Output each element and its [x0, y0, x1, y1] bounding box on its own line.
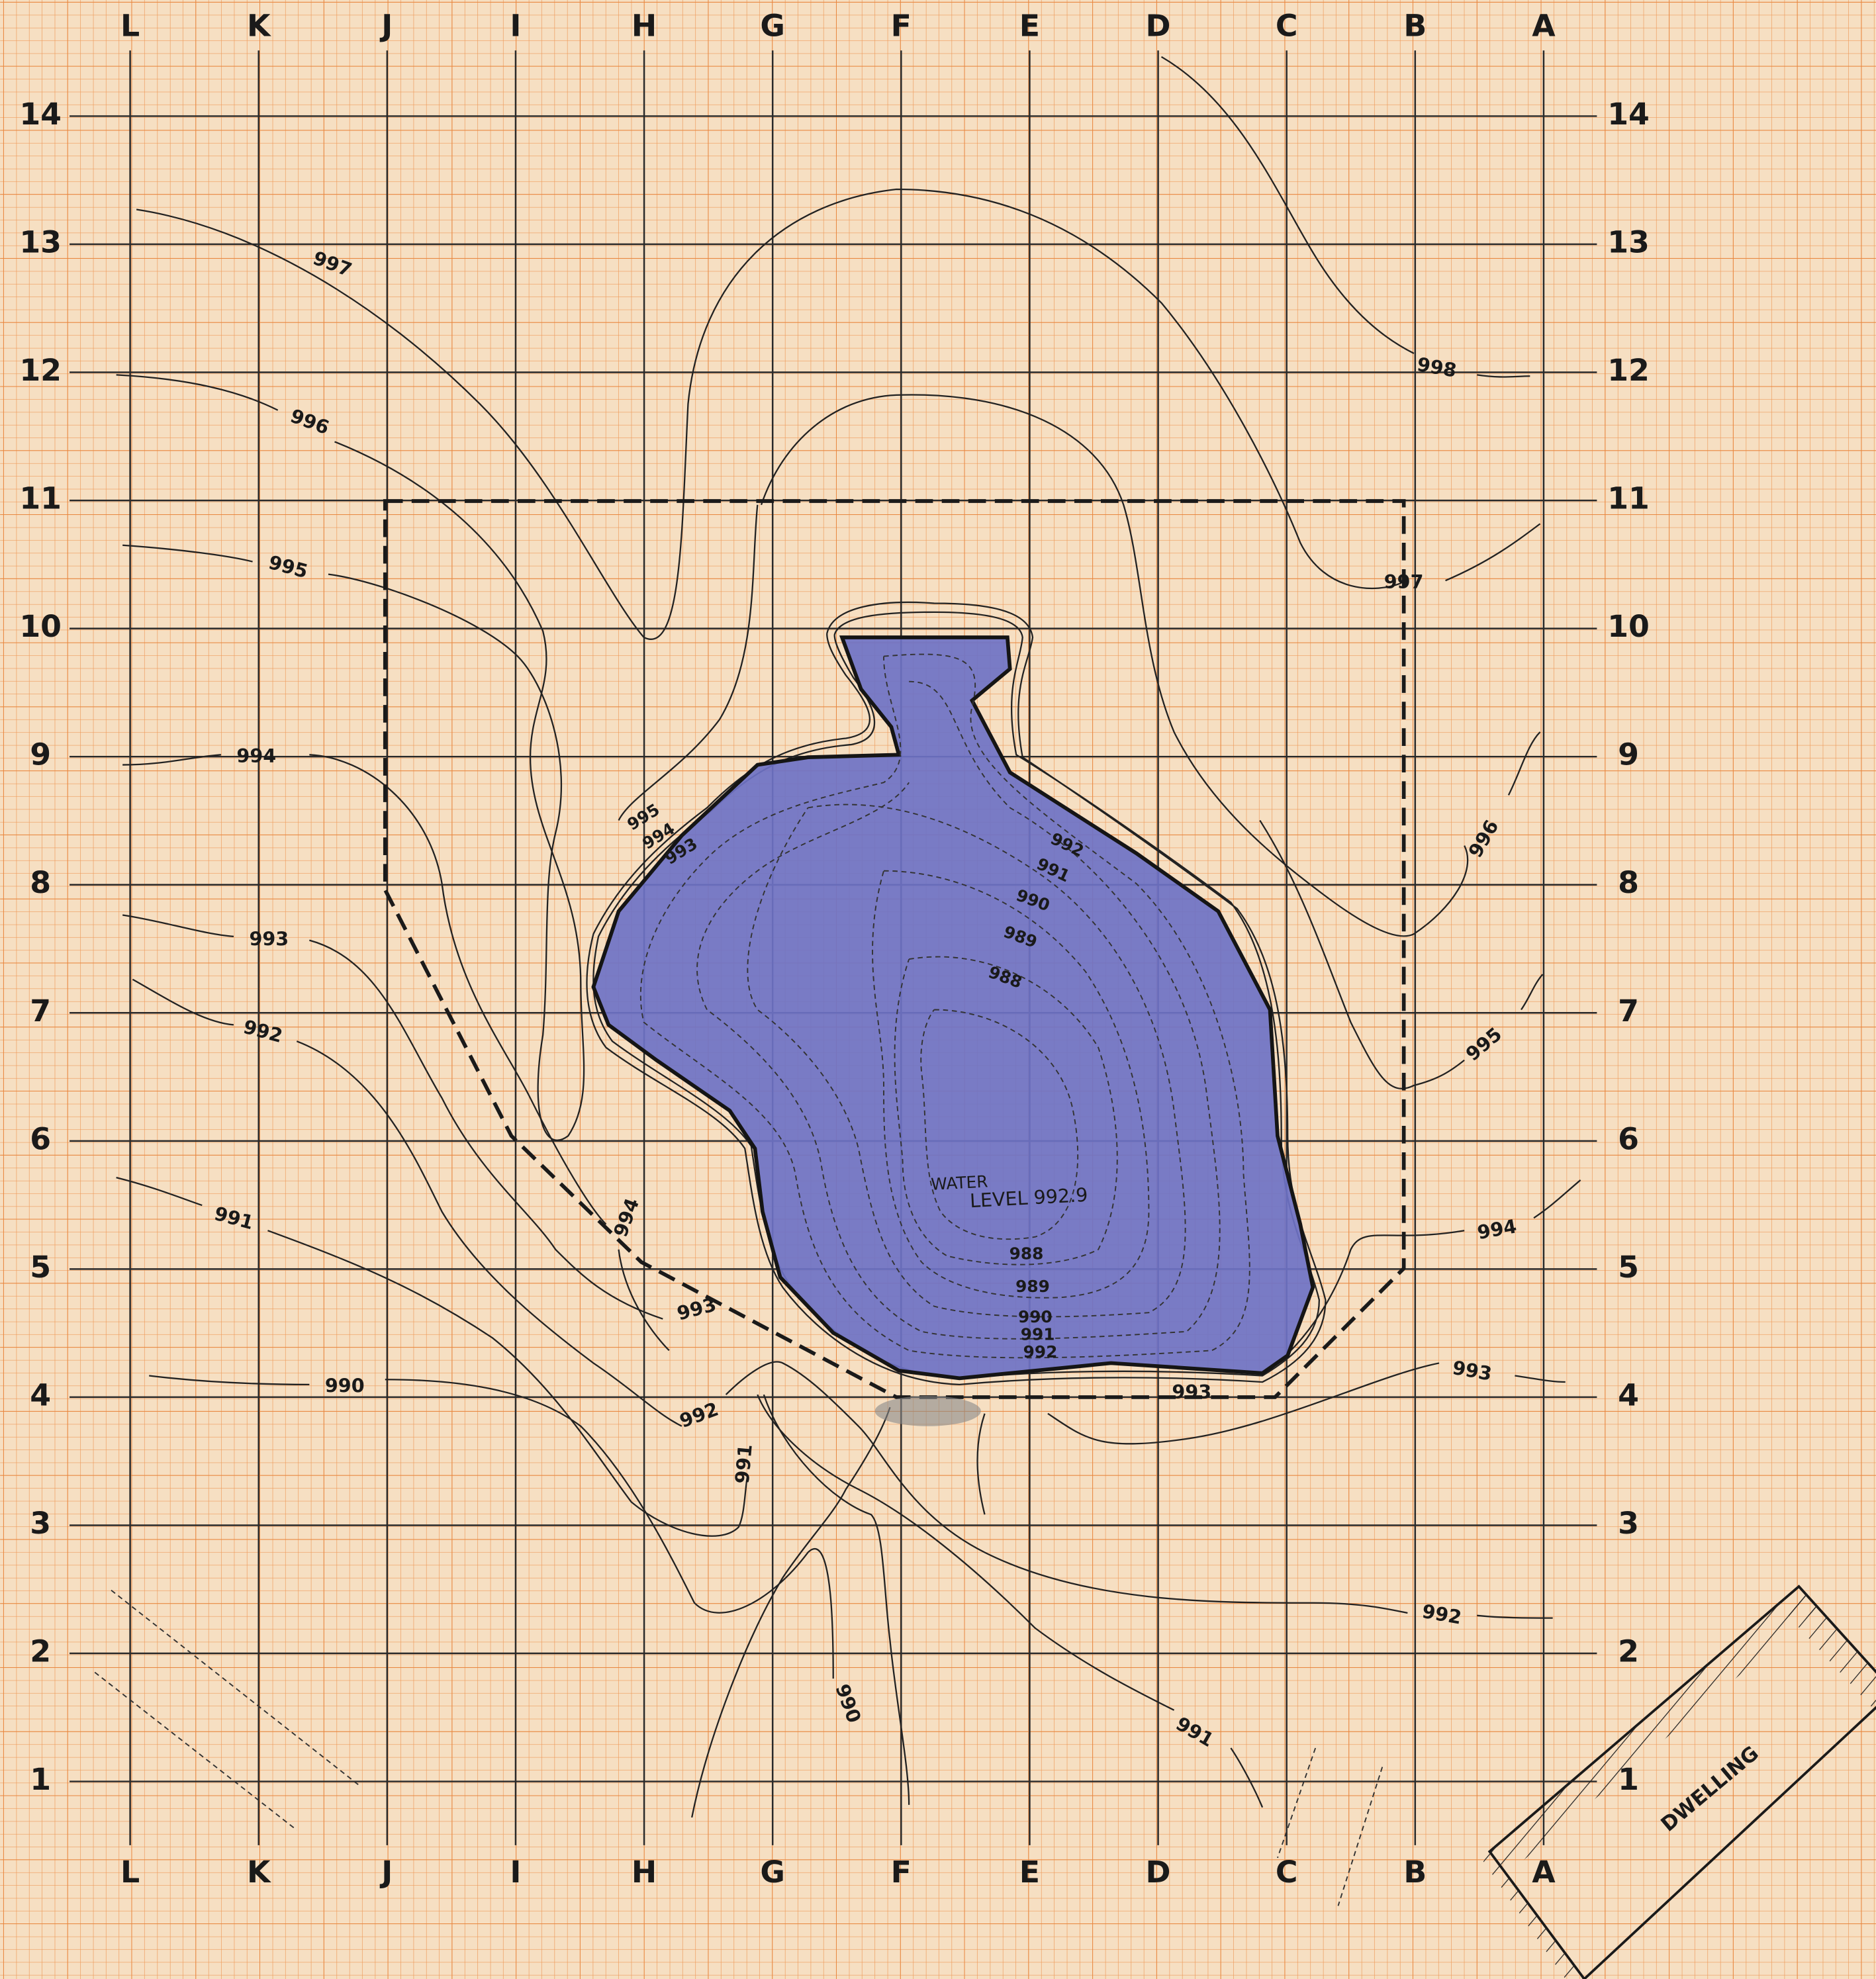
row-label: 1 [30, 1762, 51, 1797]
column-label: A [1532, 1855, 1556, 1890]
road-dashes [94, 1589, 1384, 1906]
row-label: 4 [1618, 1377, 1639, 1412]
row-label: 9 [1618, 737, 1639, 772]
column-label: H [632, 8, 657, 43]
column-label: L [120, 1855, 140, 1890]
pond-depth-contours [639, 653, 1250, 1359]
column-label: G [760, 8, 785, 43]
row-label: 14 [1607, 97, 1650, 132]
row-label: 8 [1618, 865, 1639, 900]
column-label: J [379, 8, 393, 43]
smudge [874, 1396, 981, 1426]
column-label: J [379, 1855, 393, 1890]
row-label: 2 [30, 1634, 51, 1669]
column-label: H [632, 1855, 657, 1890]
row-label: 11 [19, 481, 62, 516]
contour-label: 988 [1009, 1244, 1044, 1263]
column-label: I [510, 1855, 521, 1890]
row-label: 6 [1618, 1121, 1639, 1156]
row-label: 3 [30, 1506, 51, 1541]
column-label: K [247, 8, 271, 43]
row-label: 12 [1607, 353, 1650, 388]
contour-label: 994 [236, 745, 276, 767]
column-label: A [1532, 8, 1556, 43]
row-label: 5 [30, 1250, 51, 1285]
row-label: 6 [30, 1121, 51, 1156]
row-label: 10 [19, 609, 62, 644]
row-label: 8 [30, 865, 51, 900]
column-label: D [1146, 8, 1171, 43]
column-label: E [1019, 1855, 1040, 1890]
dwelling-hatch [1489, 1586, 1818, 1873]
contour-label: 991 [1021, 1324, 1055, 1344]
row-label: 7 [1618, 993, 1639, 1029]
column-label: F [891, 1855, 912, 1890]
column-label: D [1146, 1855, 1171, 1890]
water-label: WATER [931, 1172, 989, 1193]
column-label: C [1276, 8, 1298, 43]
column-label: B [1403, 1855, 1427, 1890]
row-label: 10 [1607, 609, 1650, 644]
row-label: 13 [19, 224, 62, 259]
contour-label: 993 [1172, 1381, 1211, 1403]
row-label: 5 [1618, 1250, 1639, 1285]
column-label: E [1019, 8, 1040, 43]
row-label: 9 [30, 737, 51, 772]
column-label: B [1403, 8, 1427, 43]
dwelling-hatch [1779, 1586, 1876, 1710]
dwelling-hatch [1483, 1851, 1585, 1979]
row-label: 2 [1618, 1634, 1639, 1669]
contour-label: 992 [1023, 1342, 1058, 1361]
column-label: K [247, 1855, 271, 1890]
column-label: C [1276, 1855, 1298, 1890]
contour-label: 991 [731, 1444, 757, 1485]
row-label: 4 [30, 1377, 51, 1412]
row-label: 3 [1618, 1506, 1639, 1541]
column-label: L [120, 8, 140, 43]
contour-label: 989 [1015, 1277, 1050, 1296]
contour-label: 990 [325, 1375, 365, 1397]
row-label: 11 [1607, 481, 1650, 516]
column-label: G [760, 1855, 785, 1890]
column-label: I [510, 8, 521, 43]
row-label: 7 [30, 993, 51, 1029]
property-boundary [383, 499, 1406, 1399]
contour-label: 997 [1384, 571, 1424, 593]
row-label: 12 [19, 353, 62, 388]
contour-label: 990 [1018, 1307, 1053, 1326]
pond [591, 635, 1315, 1381]
row-label: 14 [19, 97, 62, 132]
contour-lines [116, 56, 1581, 1818]
row-label: 13 [1607, 224, 1650, 259]
contour-label: 993 [250, 928, 289, 950]
row-label: 1 [1618, 1762, 1639, 1797]
column-label: F [891, 8, 912, 43]
